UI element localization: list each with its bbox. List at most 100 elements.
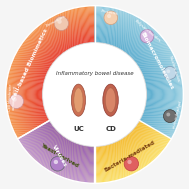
Wedge shape <box>94 125 149 158</box>
Wedge shape <box>21 137 94 180</box>
Wedge shape <box>27 133 94 172</box>
Wedge shape <box>46 122 94 151</box>
Wedge shape <box>94 20 169 132</box>
Wedge shape <box>33 130 94 166</box>
Wedge shape <box>94 18 171 133</box>
Wedge shape <box>47 121 94 149</box>
Wedge shape <box>22 136 94 178</box>
Wedge shape <box>11 11 94 136</box>
Wedge shape <box>94 21 168 131</box>
Wedge shape <box>18 138 94 182</box>
Wedge shape <box>94 126 151 159</box>
Wedge shape <box>15 15 94 134</box>
Wedge shape <box>39 126 94 158</box>
Wedge shape <box>94 32 157 126</box>
Wedge shape <box>28 28 94 128</box>
Wedge shape <box>19 138 94 181</box>
Wedge shape <box>31 131 94 168</box>
Wedge shape <box>19 19 94 132</box>
Wedge shape <box>38 126 94 159</box>
Wedge shape <box>94 38 151 123</box>
Wedge shape <box>29 132 94 170</box>
Wedge shape <box>17 17 94 133</box>
Wedge shape <box>94 122 143 150</box>
Wedge shape <box>26 134 94 174</box>
Wedge shape <box>42 125 94 156</box>
Wedge shape <box>22 22 94 131</box>
Ellipse shape <box>105 88 116 112</box>
Circle shape <box>43 43 146 146</box>
Wedge shape <box>94 131 159 169</box>
Circle shape <box>54 16 69 31</box>
Wedge shape <box>35 128 94 163</box>
Wedge shape <box>29 132 94 170</box>
Wedge shape <box>35 128 94 163</box>
Wedge shape <box>25 134 94 175</box>
Circle shape <box>54 160 58 164</box>
Circle shape <box>54 160 58 164</box>
Wedge shape <box>94 125 147 156</box>
Circle shape <box>57 19 62 24</box>
Circle shape <box>50 156 65 171</box>
Wedge shape <box>33 130 94 166</box>
Wedge shape <box>94 135 166 177</box>
Wedge shape <box>94 129 155 164</box>
Ellipse shape <box>74 88 83 112</box>
Wedge shape <box>37 127 94 161</box>
Wedge shape <box>40 125 94 158</box>
Wedge shape <box>42 125 94 156</box>
Wedge shape <box>94 133 163 173</box>
Wedge shape <box>94 134 164 175</box>
Wedge shape <box>94 128 153 162</box>
Wedge shape <box>18 139 94 183</box>
Text: CD: CD <box>105 126 116 132</box>
Wedge shape <box>20 20 94 132</box>
Wedge shape <box>42 124 94 155</box>
Wedge shape <box>19 19 95 132</box>
Text: Inflammatory bowel disease: Inflammatory bowel disease <box>56 71 133 76</box>
Wedge shape <box>37 37 94 123</box>
Wedge shape <box>94 9 180 137</box>
Wedge shape <box>42 42 94 121</box>
Wedge shape <box>25 134 94 175</box>
Wedge shape <box>41 125 94 157</box>
Circle shape <box>124 156 139 171</box>
Wedge shape <box>26 133 94 173</box>
Circle shape <box>163 67 176 79</box>
Text: Nucleic acids: Nucleic acids <box>168 55 180 82</box>
Wedge shape <box>27 27 94 128</box>
Text: Cell Membrane
camouflaging: Cell Membrane camouflaging <box>8 84 17 111</box>
Wedge shape <box>94 134 163 174</box>
Wedge shape <box>94 24 165 130</box>
Wedge shape <box>48 121 94 148</box>
Wedge shape <box>94 19 170 132</box>
Wedge shape <box>94 121 141 148</box>
Wedge shape <box>19 138 94 181</box>
Wedge shape <box>20 137 94 180</box>
Wedge shape <box>94 25 164 129</box>
Wedge shape <box>94 128 154 163</box>
Wedge shape <box>94 132 160 170</box>
Wedge shape <box>41 125 94 157</box>
Wedge shape <box>94 138 170 181</box>
Wedge shape <box>28 132 94 171</box>
Wedge shape <box>29 132 94 170</box>
Wedge shape <box>94 137 169 180</box>
Wedge shape <box>42 124 94 155</box>
Wedge shape <box>24 135 94 176</box>
Wedge shape <box>94 131 158 168</box>
Wedge shape <box>94 41 148 121</box>
Text: Viruses: Viruses <box>51 144 67 168</box>
Wedge shape <box>39 39 94 122</box>
Wedge shape <box>94 129 156 165</box>
Wedge shape <box>36 36 94 124</box>
Wedge shape <box>33 129 94 165</box>
Wedge shape <box>45 123 94 152</box>
Wedge shape <box>94 26 163 129</box>
Wedge shape <box>94 136 167 178</box>
Wedge shape <box>28 132 94 171</box>
Text: Biomacromolecules: Biomacromolecules <box>140 31 174 91</box>
Circle shape <box>166 69 170 73</box>
Wedge shape <box>36 128 94 162</box>
Wedge shape <box>94 30 159 127</box>
